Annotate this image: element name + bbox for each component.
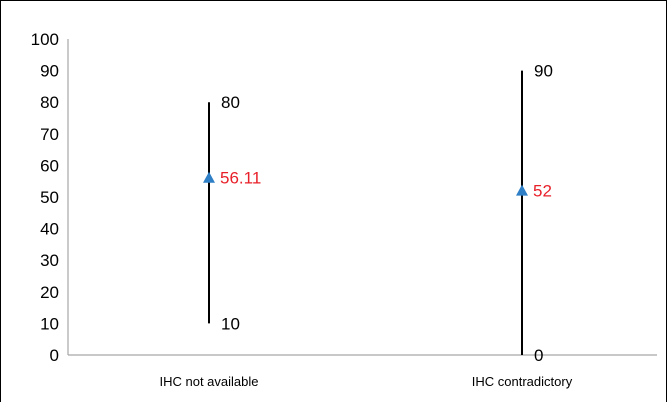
- y-tick-label: 60: [40, 156, 59, 175]
- x-category-labels: IHC not available IHC contradictory: [160, 374, 573, 389]
- y-tick-label: 100: [31, 30, 59, 49]
- y-tick-label: 70: [40, 125, 59, 144]
- mean-marker: [516, 184, 528, 196]
- x-category-label: IHC contradictory: [472, 374, 573, 389]
- min-value-label: 0: [534, 346, 543, 365]
- max-value-label: 90: [534, 62, 553, 81]
- y-tick-label: 0: [50, 346, 59, 365]
- y-tick-label: 90: [40, 62, 59, 81]
- mean-marker: [203, 171, 215, 183]
- x-category-label: IHC not available: [160, 374, 259, 389]
- max-value-label: 80: [221, 93, 240, 112]
- y-tick-label: 40: [40, 220, 59, 239]
- chart-axes: [67, 39, 657, 356]
- y-tick-label: 30: [40, 251, 59, 270]
- y-tick-label: 80: [40, 93, 59, 112]
- mean-value-label: 52: [533, 182, 552, 201]
- y-tick-label: 50: [40, 188, 59, 207]
- range-marks: 80 10 56.11 90 0 52: [203, 62, 553, 365]
- y-tick-label: 20: [40, 283, 59, 302]
- y-tick-label: 10: [40, 314, 59, 333]
- mean-value-label: 56.11: [220, 169, 261, 188]
- min-value-label: 10: [221, 314, 240, 333]
- y-tick-labels: 0 10 20 30 40 50 60 70 80 90 100: [31, 30, 59, 365]
